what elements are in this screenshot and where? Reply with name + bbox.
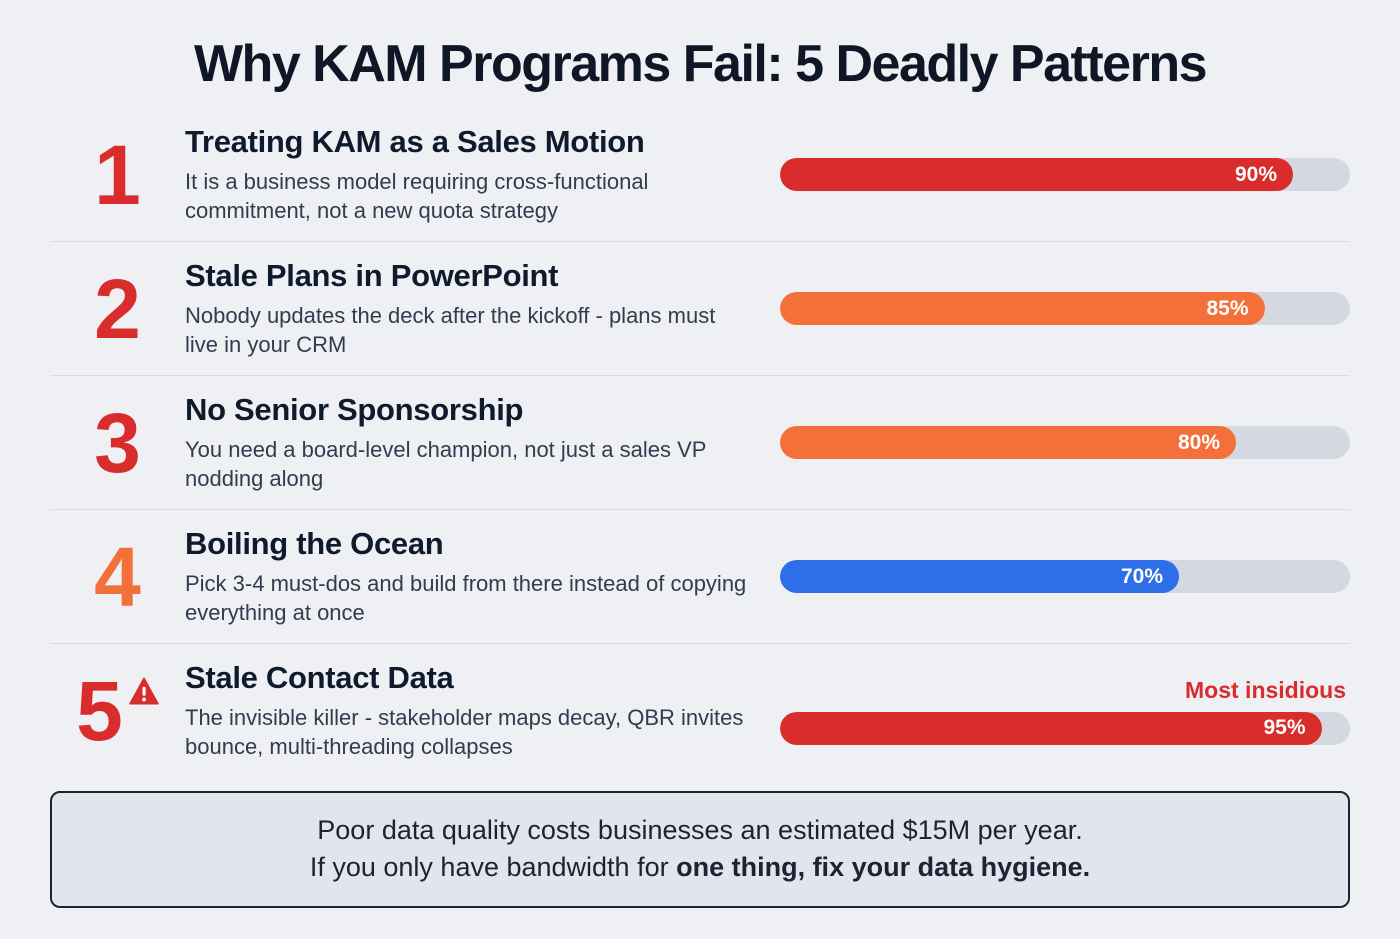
progress-track: 90% [780, 158, 1350, 192]
item-text: Treating KAM as a Sales Motion It is a b… [185, 124, 780, 225]
item-number-wrap: 5 [50, 669, 185, 753]
progress-bar-area: 90% [780, 158, 1350, 192]
item-title: Stale Plans in PowerPoint [185, 258, 559, 294]
item-text: No Senior Sponsorship You need a board-l… [185, 392, 780, 493]
item-description: The invisible killer - stakeholder maps … [185, 705, 744, 760]
progress-bar-area: Most insidious 95% [780, 677, 1350, 745]
progress-bar-area: 70% [780, 560, 1350, 594]
item-number: 4 [94, 529, 141, 624]
progress-fill: 80% [780, 426, 1236, 460]
progress-percent-label: 70% [1120, 564, 1163, 588]
item-number: 3 [94, 395, 141, 490]
progress-percent-label: 95% [1263, 716, 1306, 740]
progress-fill: 90% [780, 158, 1293, 192]
item-number: 5 [76, 663, 123, 758]
item-description: Nobody updates the deck after the kickof… [185, 303, 716, 358]
progress-track: 85% [780, 292, 1350, 326]
progress-percent-label: 90% [1234, 162, 1277, 186]
progress-track: 70% [780, 560, 1350, 594]
footer-line-2-prefix: If you only have bandwidth for [309, 851, 677, 882]
progress-bar-area: 85% [780, 292, 1350, 326]
item-text: Stale Plans in PowerPoint Nobody updates… [185, 258, 780, 359]
item-number: 1 [94, 127, 141, 222]
progress-fill: 95% [780, 711, 1322, 745]
item-description: You need a board-level champion, not jus… [185, 437, 707, 492]
item-title: Boiling the Ocean [185, 526, 444, 562]
progress-track: 95% [780, 711, 1350, 745]
item-number: 2 [94, 261, 141, 356]
pattern-row-5: 5 Stale Contact Data The invisible kille… [50, 644, 1350, 777]
item-number-wrap: 4 [50, 535, 185, 619]
item-description: It is a business model requiring cross-f… [185, 169, 649, 224]
item-description: Pick 3-4 must-dos and build from there i… [185, 571, 747, 626]
progress-track: 80% [780, 426, 1350, 460]
pattern-row-1: 1 Treating KAM as a Sales Motion It is a… [50, 108, 1350, 243]
pattern-row-4: 4 Boiling the Ocean Pick 3-4 must-dos an… [50, 510, 1350, 645]
pattern-list: 1 Treating KAM as a Sales Motion It is a… [50, 108, 1350, 777]
item-title: No Senior Sponsorship [185, 392, 524, 428]
footer-line-2-bold: one thing, fix your data hygiene. [676, 851, 1091, 882]
footer-line-2: If you only have bandwidth for one thing… [72, 849, 1328, 885]
pattern-row-2: 2 Stale Plans in PowerPoint Nobody updat… [50, 242, 1350, 377]
item-text: Stale Contact Data The invisible killer … [185, 660, 780, 761]
most-insidious-badge: Most insidious [1185, 676, 1346, 703]
item-title: Stale Contact Data [185, 660, 454, 696]
item-text: Boiling the Ocean Pick 3-4 must-dos and … [185, 526, 780, 627]
item-number-wrap: 3 [50, 401, 185, 485]
item-title: Treating KAM as a Sales Motion [185, 124, 645, 159]
footer-line-1: Poor data quality costs businesses an es… [317, 815, 1083, 846]
footer-note: Poor data quality costs businesses an es… [50, 791, 1350, 909]
progress-fill: 70% [780, 560, 1179, 594]
item-number-wrap: 2 [50, 267, 185, 351]
page-title: Why KAM Programs Fail: 5 Deadly Patterns [193, 35, 1208, 93]
warning-icon [129, 677, 159, 710]
progress-bar-area: 80% [780, 426, 1350, 460]
progress-percent-label: 85% [1206, 296, 1249, 320]
progress-fill: 85% [780, 292, 1265, 326]
item-number-wrap: 1 [50, 133, 185, 217]
pattern-row-3: 3 No Senior Sponsorship You need a board… [50, 376, 1350, 511]
progress-percent-label: 80% [1177, 430, 1220, 454]
